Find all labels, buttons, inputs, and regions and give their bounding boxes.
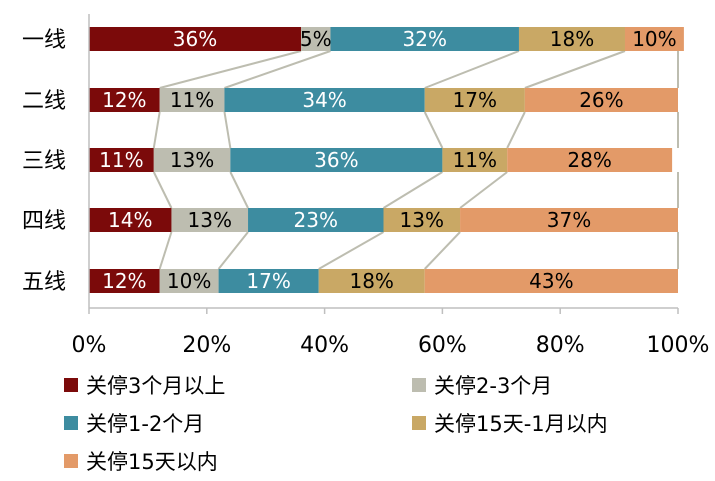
x-tick-labels: 0% 20% 40% 60% 80% 100% [72, 308, 710, 358]
legend-label: 关停3个月以上 [86, 374, 226, 398]
legend-label: 关停2-3个月 [434, 374, 553, 398]
legend-item-4: 关停15天以内 [64, 444, 218, 478]
data-label: 11% [453, 148, 497, 172]
bar-segment [507, 148, 673, 172]
legend-item-2: 关停1-2个月 [64, 406, 204, 440]
x-tick-label: 40% [300, 333, 349, 358]
data-label: 26% [579, 88, 623, 112]
bar-segment [89, 88, 160, 112]
data-label: 17% [246, 269, 290, 293]
legend-swatch [412, 416, 426, 430]
bar-segment [224, 88, 425, 112]
series-connector-line [158, 231, 173, 270]
series-connector-line [382, 171, 443, 209]
bar-segment [89, 269, 160, 293]
data-label: 28% [567, 148, 611, 172]
data-label: 11% [99, 148, 143, 172]
data-label: 18% [550, 27, 594, 51]
legend-swatch [412, 378, 426, 392]
data-label: 13% [400, 208, 444, 232]
category-label: 四线 [22, 209, 66, 234]
legend-label: 关停1-2个月 [86, 412, 205, 436]
data-label: 18% [349, 269, 393, 293]
bar-segment [330, 27, 519, 51]
series-connector-line [318, 231, 384, 270]
series-connector-line [217, 231, 249, 270]
series-connector-line [224, 50, 331, 89]
bar-segment [248, 208, 384, 232]
series-connector-line [159, 50, 302, 89]
bar-segment [159, 269, 219, 293]
x-tick-label: 0% [72, 333, 107, 358]
series-connector-lines [152, 50, 679, 270]
series-connector-line [229, 171, 249, 209]
legend-item-3: 关停15天-1月以内 [412, 406, 608, 440]
bar-segment [424, 269, 678, 293]
legend-swatch [64, 378, 78, 392]
x-tick-label: 20% [182, 333, 231, 358]
bar-segment [89, 27, 302, 51]
bar-segment [89, 148, 154, 172]
series-connector-line [424, 231, 461, 270]
legend-label: 关停15天以内 [86, 450, 218, 474]
bar-segment [153, 148, 231, 172]
series-connector-line [152, 111, 161, 149]
bar-segment [159, 88, 225, 112]
x-tick-label: 100% [647, 333, 710, 358]
series-connector-line [152, 171, 173, 209]
data-label: 37% [547, 208, 591, 232]
legend-item-1: 关停2-3个月 [412, 368, 552, 402]
category-label: 五线 [22, 270, 66, 295]
bar-segment [218, 269, 319, 293]
data-label: 10% [167, 269, 211, 293]
data-label: 36% [314, 148, 358, 172]
legend-swatch [64, 454, 78, 468]
bar-segment [518, 27, 625, 51]
data-label: 12% [102, 88, 146, 112]
stacked-bar-chart: 36% 5% 32% 18% 10% 12% 11% 34% 17% 26% 11% 13% 36% 11… [22, 14, 710, 358]
bar-segment [442, 148, 508, 172]
data-label: 36% [173, 27, 217, 51]
series-connector-line [223, 111, 232, 149]
series-connector-line [459, 171, 508, 209]
bars-group: 36% 5% 32% 18% 10% 12% 11% 34% 17% 26% 11% 13% 36% 11… [89, 27, 684, 293]
data-label: 32% [403, 27, 447, 51]
series-connector-line [424, 50, 520, 89]
series-connector-line [524, 50, 626, 89]
category-label: 三线 [22, 149, 66, 174]
data-label: 17% [453, 88, 497, 112]
bar-segment [424, 88, 525, 112]
x-tick-label: 80% [536, 333, 585, 358]
data-label: 5% [300, 27, 332, 51]
category-label: 二线 [22, 89, 66, 114]
legend-label: 关停15天-1月以内 [434, 412, 608, 436]
bar-segment [230, 148, 443, 172]
data-label: 10% [632, 27, 676, 51]
data-label: 14% [108, 208, 152, 232]
bar-segment [524, 88, 678, 112]
data-label: 13% [188, 208, 232, 232]
bar-segment [624, 27, 684, 51]
bar-segment [383, 208, 461, 232]
axes-group [88, 14, 678, 309]
series-connector-line [506, 111, 526, 149]
category-label: 一线 [22, 28, 66, 53]
legend-item-0: 关停3个月以上 [64, 368, 225, 402]
legend-swatch [64, 416, 78, 430]
bar-segment [301, 27, 331, 51]
data-label: 12% [102, 269, 146, 293]
series-connector-line [423, 111, 444, 149]
bar-segment [89, 208, 172, 232]
data-label: 13% [170, 148, 214, 172]
x-tick-label: 60% [418, 333, 467, 358]
bar-segment [460, 208, 678, 232]
legend: 关停3个月以上 关停2-3个月 关停1-2个月 关停15天-1月以内 关停15天… [64, 368, 704, 478]
bar-segment [318, 269, 425, 293]
data-label: 34% [302, 88, 346, 112]
data-label: 43% [529, 269, 573, 293]
data-label: 11% [170, 88, 214, 112]
data-label: 23% [294, 208, 338, 232]
bar-segment [171, 208, 249, 232]
